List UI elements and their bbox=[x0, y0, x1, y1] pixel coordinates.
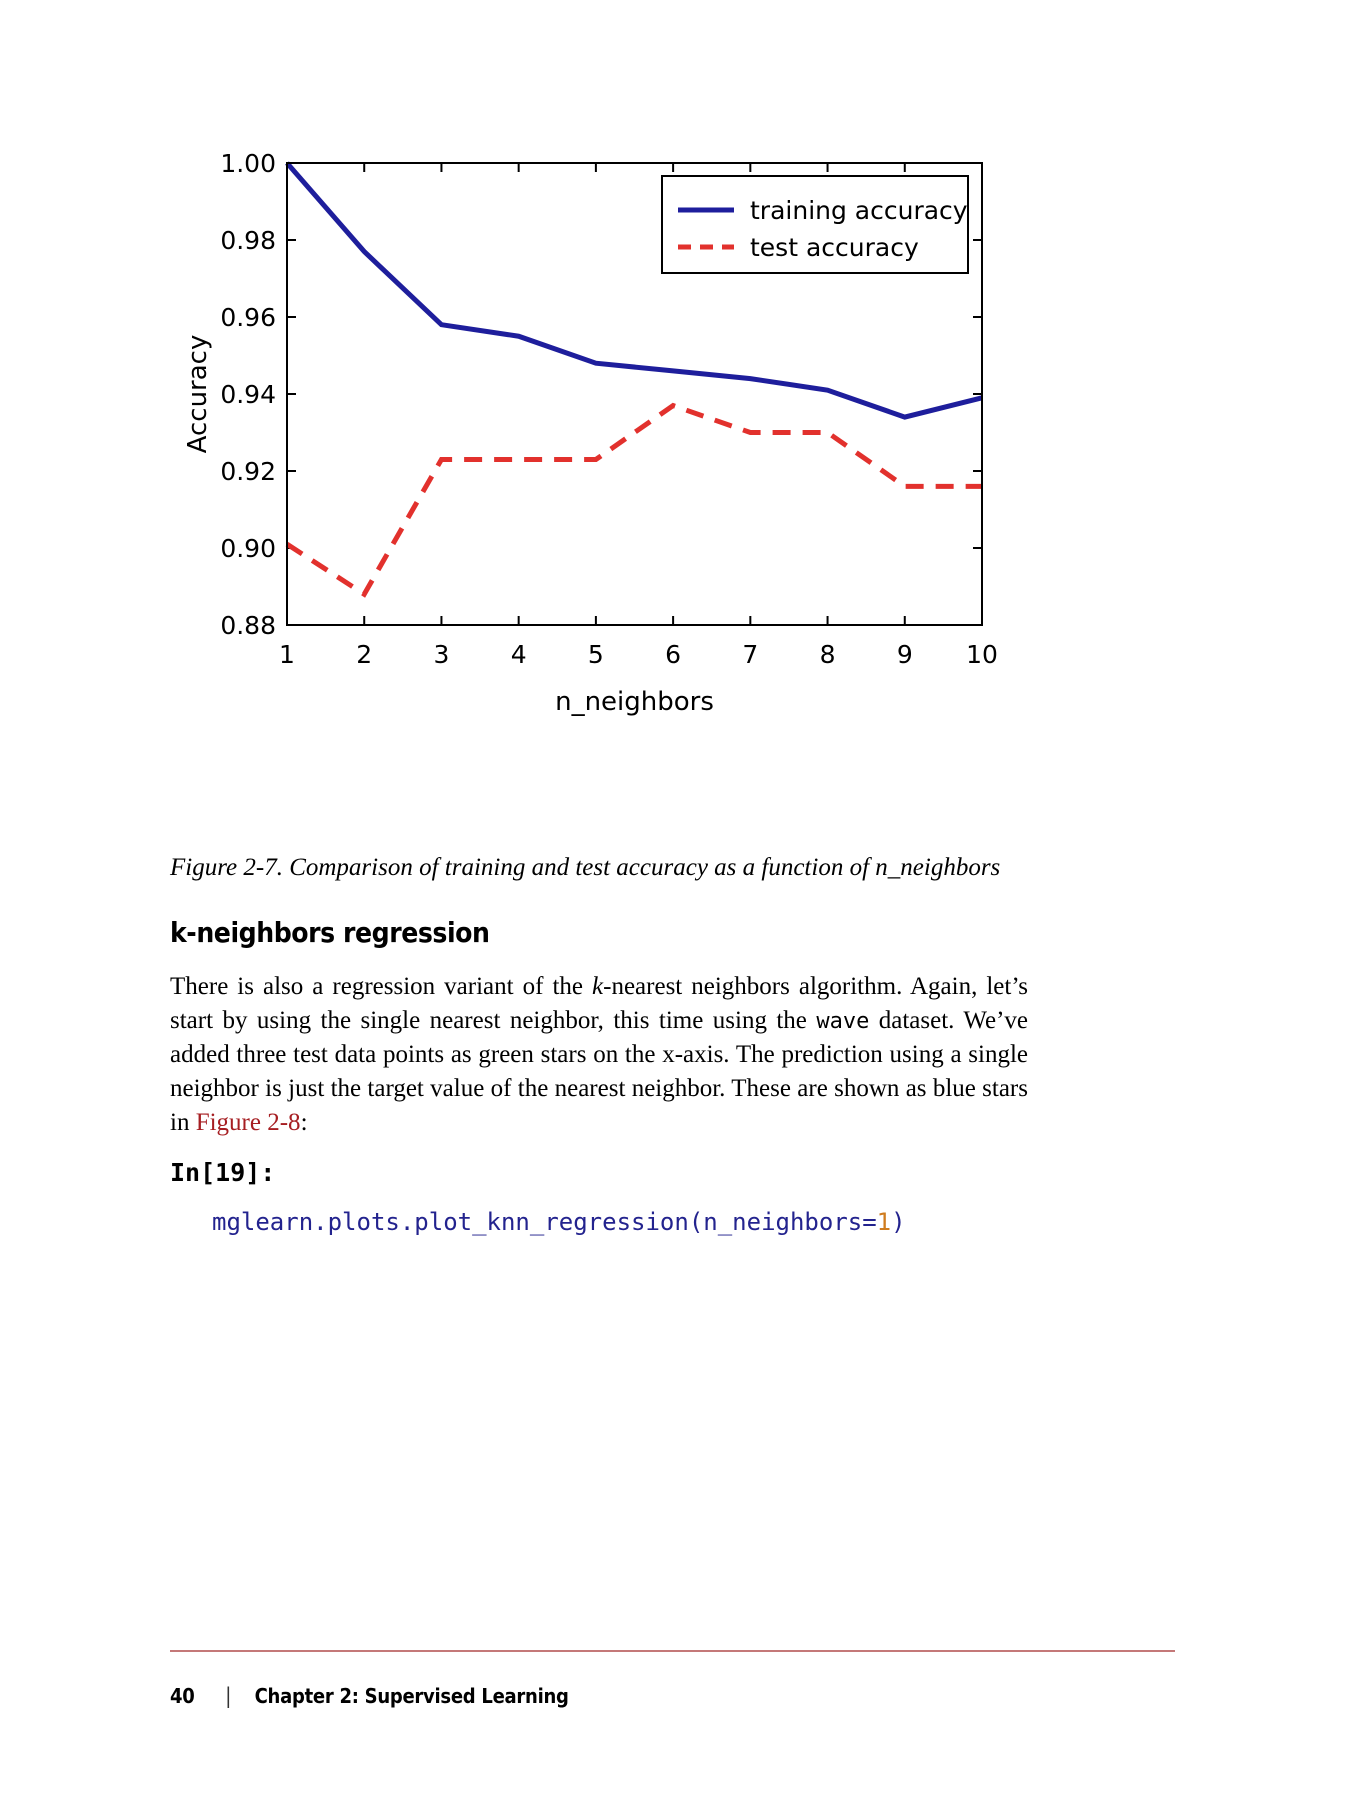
y-tick-label: 0.98 bbox=[220, 226, 276, 255]
y-tick-label: 0.92 bbox=[220, 457, 276, 486]
legend-label: training accuracy bbox=[750, 196, 968, 225]
body-paragraph: There is also a regression variant of th… bbox=[170, 970, 1028, 1140]
chapter-title: Chapter 2: Supervised Learning bbox=[254, 1684, 569, 1708]
figure-2-8-link[interactable]: Figure 2-8 bbox=[195, 1109, 301, 1136]
legend-box bbox=[661, 175, 969, 274]
plot-border bbox=[286, 162, 983, 626]
text-segment: start by using the single nearest neighb… bbox=[170, 1007, 817, 1034]
text-segment: dataset. We’ve bbox=[869, 1007, 1028, 1034]
text-segment: -nearest neighbors algorithm. Again, let… bbox=[603, 973, 1028, 1000]
y-tick-label: 0.88 bbox=[220, 611, 276, 640]
page-footer: 40 | Chapter 2: Supervised Learning bbox=[170, 1684, 569, 1708]
y-tick-label: 0.96 bbox=[220, 303, 276, 332]
section-heading: k-neighbors regression bbox=[170, 916, 490, 949]
footer-separator: | bbox=[225, 1684, 232, 1708]
y-tick-label: 1.00 bbox=[220, 149, 276, 178]
text-segment: There is also a regression variant of th… bbox=[170, 973, 593, 1000]
x-tick-label: 1 bbox=[279, 640, 295, 669]
code-snippet: mglearn.plots.plot_knn_regression(n_neig… bbox=[212, 1208, 906, 1236]
paragraph-line: neighbor is just the target value of the… bbox=[170, 1072, 1028, 1106]
accuracy-chart-svg: 1 2 3 4 5 6 7 8 9 10 0.88 0.90 0.92 0.94 0.96 0.98 1.00 n… bbox=[183, 149, 998, 717]
x-tick-label: 10 bbox=[966, 640, 998, 669]
page-number: 40 bbox=[170, 1684, 195, 1708]
text-segment: ) bbox=[891, 1208, 906, 1236]
x-axis-label: n_neighbors bbox=[555, 687, 714, 717]
footer-rule bbox=[170, 1650, 1175, 1652]
x-tick-label: 4 bbox=[511, 640, 527, 669]
text-segment: : bbox=[300, 1109, 308, 1136]
paragraph-line: There is also a regression variant of th… bbox=[170, 970, 1028, 1004]
x-tick-label: 2 bbox=[356, 640, 372, 669]
x-tick-label: 5 bbox=[588, 640, 604, 669]
text-segment: mglearn.plots.plot_knn_regression(n_neig… bbox=[212, 1208, 877, 1236]
legend-label: test accuracy bbox=[750, 233, 919, 262]
x-tick-label: 7 bbox=[742, 640, 758, 669]
test-accuracy-line bbox=[285, 402, 982, 598]
x-tick-label: 9 bbox=[897, 640, 913, 669]
code-input-label: In[19]: bbox=[170, 1158, 276, 1187]
text-segment: added three test data points as green st… bbox=[170, 1041, 1028, 1068]
paragraph-line: in Figure 2-8: bbox=[170, 1106, 1028, 1140]
y-axis-label: Accuracy bbox=[183, 335, 213, 454]
figure-2-7-chart: 1 2 3 4 5 6 7 8 9 10 0.88 0.90 0.92 0.94 0.96 0.98 1.00 n… bbox=[170, 140, 1070, 760]
training-accuracy-line bbox=[285, 161, 983, 420]
text-segment: 1 bbox=[876, 1208, 892, 1236]
text-segment: wave bbox=[816, 1009, 870, 1034]
text-segment: in bbox=[170, 1109, 196, 1136]
paragraph-line: added three test data points as green st… bbox=[170, 1038, 1028, 1072]
y-tick-label: 0.94 bbox=[220, 380, 276, 409]
paragraph-line: start by using the single nearest neighb… bbox=[170, 1004, 1028, 1038]
figure-caption: Figure 2-7. Comparison of training and t… bbox=[170, 854, 1001, 881]
y-tick-label: 0.90 bbox=[220, 534, 276, 563]
text-segment: neighbor is just the target value of the… bbox=[170, 1075, 1028, 1102]
x-tick-label: 6 bbox=[665, 640, 681, 669]
x-tick-label: 8 bbox=[820, 640, 836, 669]
x-tick-label: 3 bbox=[433, 640, 449, 669]
text-segment: k bbox=[592, 973, 604, 1000]
